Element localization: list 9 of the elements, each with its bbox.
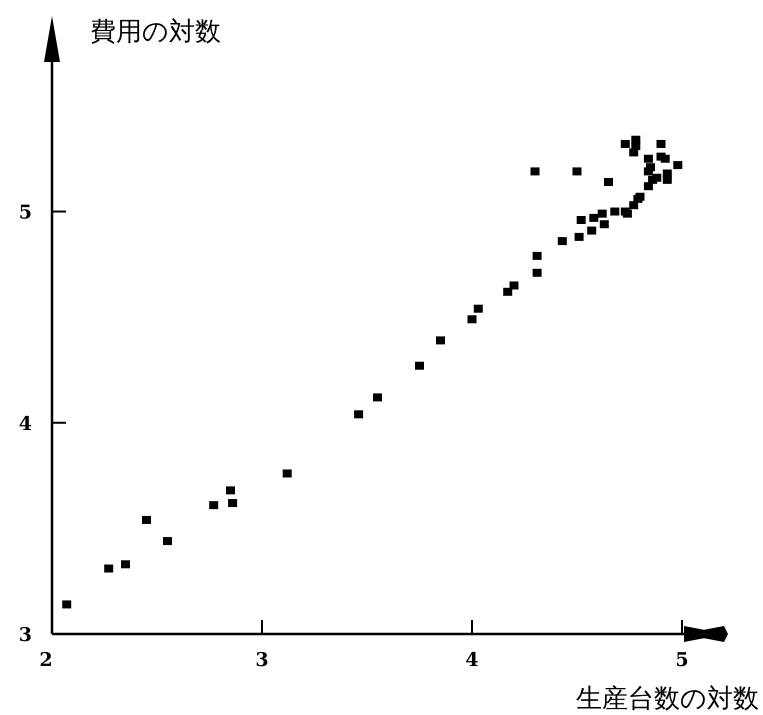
y-tick-label: 5 — [18, 202, 32, 224]
x-tick-label: 3 — [255, 649, 269, 671]
x-tick-label: 2 — [39, 649, 53, 671]
y-tick-label: 4 — [18, 412, 32, 435]
x-tick-label: 5 — [675, 649, 689, 671]
y-tick-label: 3 — [18, 624, 32, 646]
x-tick-label: 4 — [465, 649, 479, 671]
x-axis-title: 生産台数の対数 — [576, 684, 759, 714]
y-axis-title: 費用の対数 — [90, 17, 221, 47]
